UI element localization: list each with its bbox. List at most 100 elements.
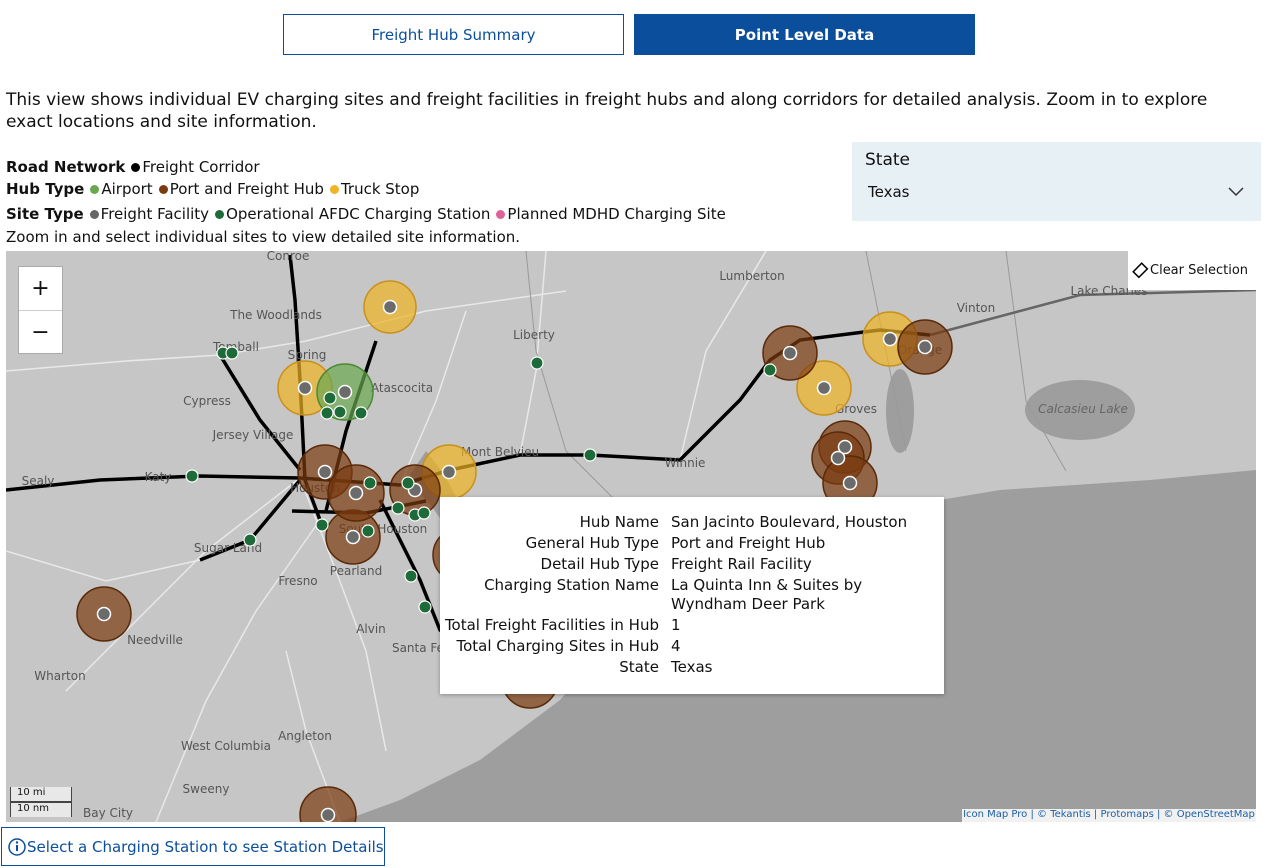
freight-facility[interactable] [782, 345, 798, 361]
charging-station[interactable] [391, 501, 405, 515]
place-label: Needville [127, 633, 183, 647]
freight-facility[interactable] [320, 807, 336, 822]
place-label: Sweeny [183, 782, 230, 796]
info-icon [8, 837, 26, 856]
chevron [1228, 187, 1244, 197]
freight-corridor [929, 288, 1256, 337]
charging-station[interactable] [401, 476, 415, 490]
place-label: Vinton [957, 301, 996, 315]
place-label: Fresno [278, 574, 317, 588]
place-label: Liberty [513, 328, 555, 342]
freight-facility[interactable] [96, 606, 112, 622]
button-label: Select a Charging Station to see Station… [27, 837, 384, 856]
tooltip-value: Freight Rail Facility [671, 555, 812, 573]
freight-facility[interactable] [441, 464, 457, 480]
charging-station[interactable] [583, 448, 597, 462]
state-slicer: State Texas [852, 142, 1261, 221]
tooltip-value: San Jacinto Boulevard, Houston [671, 513, 908, 531]
freight-facility[interactable] [837, 439, 853, 455]
charging-station[interactable] [320, 406, 334, 420]
place-label: Lumberton [719, 269, 784, 283]
freight-facility[interactable] [297, 380, 313, 396]
tooltip-value: 1 [671, 616, 681, 634]
tooltip-key: State [619, 658, 659, 676]
place-label: The Woodlands [229, 308, 322, 322]
tooltip-key: Charging Station Name [484, 576, 659, 594]
legend-item: Airport [101, 180, 153, 198]
lake [886, 369, 914, 453]
charging-station[interactable] [417, 506, 431, 520]
slicer-label: State [865, 150, 910, 170]
freight-facility[interactable] [382, 299, 398, 315]
charging-station[interactable] [185, 469, 199, 483]
zoom-out[interactable]: − [31, 319, 50, 345]
charging-station[interactable] [243, 533, 257, 547]
place-label: Calcasieu Lake [1038, 402, 1128, 416]
zoom-control: + − [18, 266, 63, 354]
tab[interactable]: Freight Hub Summary [283, 14, 624, 55]
place-label: Alvin [356, 622, 386, 636]
tab-active[interactable]: Point Level Data [634, 14, 975, 55]
place-label: Spring [288, 348, 327, 362]
hub[interactable] [299, 786, 357, 822]
legend-row: Site Type Freight Facility Operational AFD… [6, 205, 726, 223]
place-label: Sealy [22, 474, 55, 488]
freight-facility[interactable] [882, 331, 898, 347]
legend-item: Freight Facility [100, 205, 210, 223]
freight-facility[interactable] [337, 384, 353, 400]
place-label: Santa Fe [392, 641, 444, 655]
freight-facility[interactable] [842, 475, 858, 491]
tooltip: Hub Name San Jacinto Boulevard, Houston Ge… [440, 497, 944, 694]
charging-station[interactable] [363, 476, 377, 490]
lake [1025, 380, 1135, 440]
charging-station[interactable] [354, 406, 368, 420]
place-label: Katy [145, 470, 172, 484]
place-label: Jersey Village [212, 428, 294, 442]
legend-label: Hub Type [6, 180, 85, 198]
charging-station[interactable] [418, 600, 432, 614]
eraser-icon [1132, 262, 1149, 279]
charging-station[interactable] [361, 524, 375, 538]
legend-row: Hub Type Airport Port and Freight Hub Truck… [6, 180, 419, 198]
freight-facility[interactable] [917, 339, 933, 355]
charging-station[interactable] [225, 346, 239, 360]
charging-station[interactable] [333, 405, 347, 419]
charging-station[interactable] [530, 356, 544, 370]
tooltip-key: General Hub Type [525, 534, 659, 552]
place-label: Pearland [330, 564, 382, 578]
place-label: Sugar Land [194, 541, 262, 555]
clear-selection[interactable]: Clear Selection [1128, 251, 1256, 290]
legend-item: Operational AFDC Charging Station [226, 205, 491, 223]
tooltip-value: Texas [671, 658, 713, 676]
tooltip-value: 4 [671, 637, 681, 655]
charging-station[interactable] [404, 569, 418, 583]
charging-station[interactable] [315, 518, 329, 532]
charging-station[interactable] [763, 363, 777, 377]
zoom-in[interactable]: + [19, 267, 62, 311]
description: This view shows individual EV charging s… [6, 90, 1208, 132]
hint: Zoom in and select individual sites to v… [6, 228, 521, 246]
place-label: Bay City [83, 806, 133, 820]
sites [96, 299, 933, 822]
legend-item: Freight Corridor [142, 158, 260, 176]
tooltip-value: Port and Freight Hub [671, 534, 826, 552]
legend-item: Planned MDHD Charging Site [507, 205, 726, 223]
dropdown[interactable]: Texas [862, 178, 1250, 208]
station-details-button[interactable]: Select a Charging Station to see Station… [1, 827, 385, 866]
dropdown-value: Texas [868, 183, 910, 201]
freight-facility[interactable] [816, 380, 832, 396]
legend-row: Road Network Freight Corridor [6, 158, 260, 176]
clear-label: Clear Selection [1150, 263, 1249, 278]
place-label: Angleton [278, 729, 332, 743]
freight-facility[interactable] [345, 529, 361, 545]
legend-item: Truck Stop [340, 180, 420, 198]
tooltip-key: Total Charging Sites in Hub [456, 637, 660, 655]
attribution[interactable]: Icon Map Pro | © Tekantis | Protomaps | … [962, 809, 1256, 822]
freight-facility[interactable] [348, 485, 364, 501]
place-label: Atascocita [371, 381, 433, 395]
place-label: Conroe [267, 251, 310, 263]
charging-station[interactable] [323, 391, 337, 405]
freight-facility[interactable] [317, 464, 333, 480]
freight-facility[interactable] [830, 450, 846, 466]
